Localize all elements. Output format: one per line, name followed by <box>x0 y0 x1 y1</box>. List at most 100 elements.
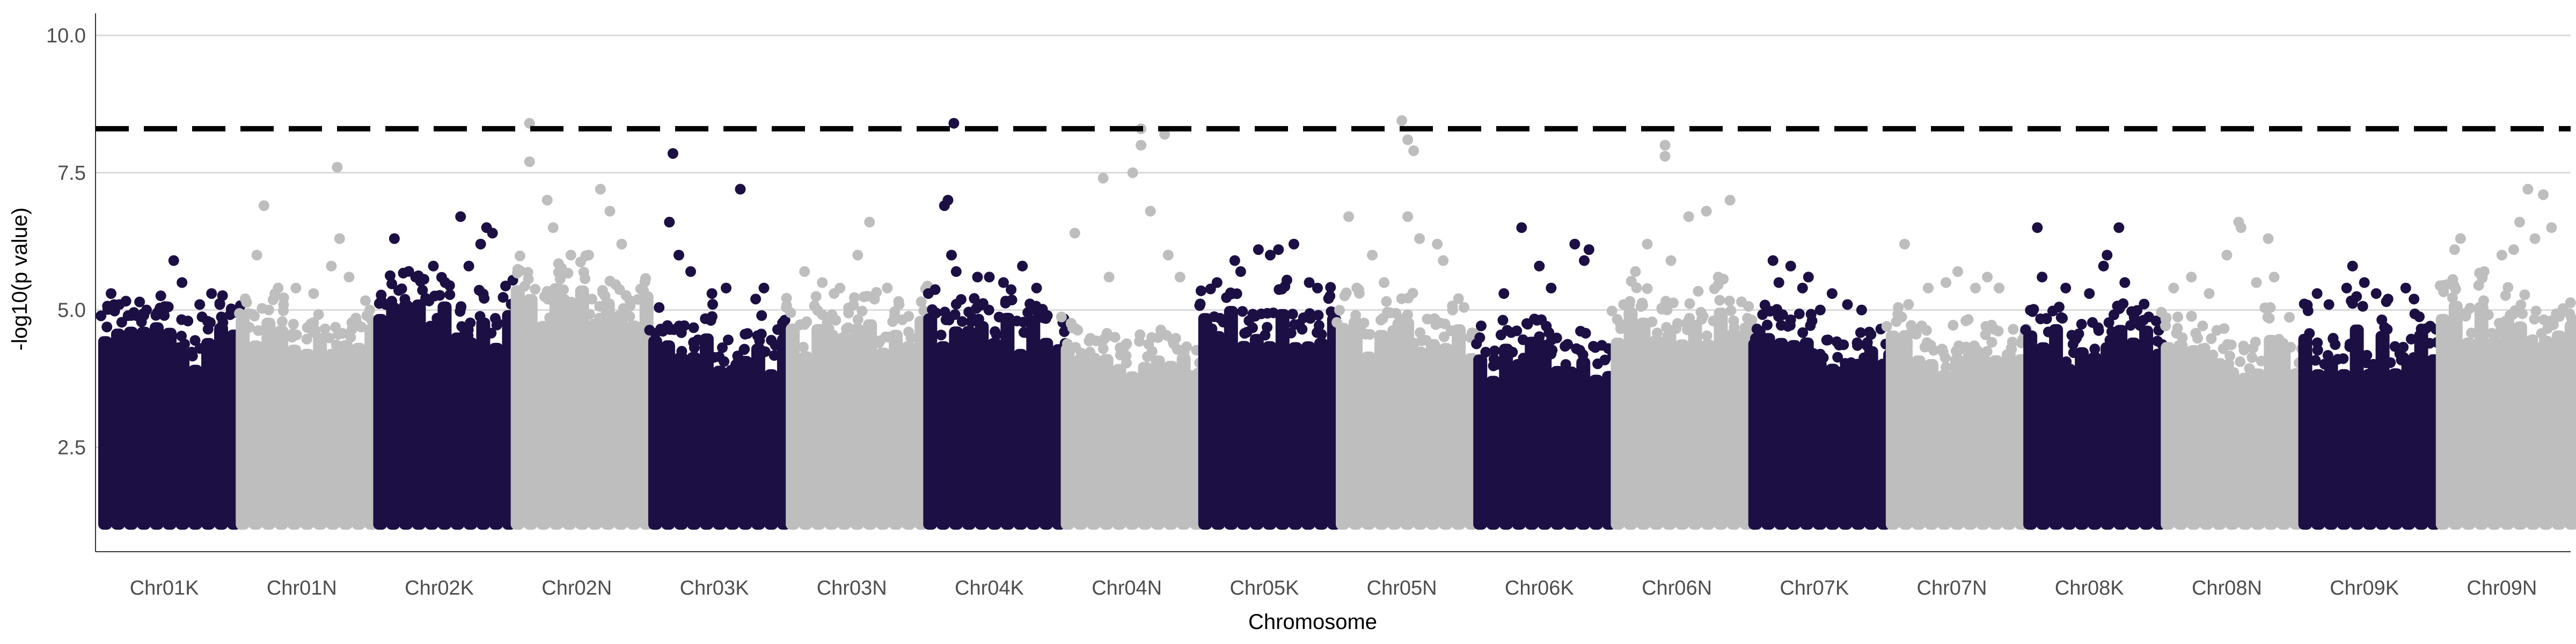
data-point-outlier <box>984 272 995 283</box>
data-point <box>1981 346 1993 357</box>
data-point <box>155 290 166 302</box>
data-point-outlier <box>1630 266 1641 277</box>
data-point-cluster <box>1675 339 1689 530</box>
data-point <box>1325 282 1336 293</box>
data-point <box>263 304 274 316</box>
data-point-outlier <box>685 266 696 277</box>
data-point-cluster <box>1589 375 1604 530</box>
data-point-outlier <box>1438 255 1449 266</box>
data-point-cluster <box>1039 338 1053 530</box>
data-point-outlier <box>114 299 125 310</box>
data-point <box>927 304 938 315</box>
data-point <box>1986 336 1997 348</box>
data-point <box>1334 304 1345 316</box>
x-tick-label: Chr05N <box>1367 577 1437 599</box>
data-point <box>2132 305 2143 316</box>
data-point-outlier <box>2529 233 2541 244</box>
data-point-cluster <box>2113 325 2128 530</box>
data-point <box>1651 327 1663 339</box>
data-point <box>386 278 398 289</box>
data-point-cluster <box>1249 334 1264 530</box>
x-tick-label: Chr03K <box>680 577 749 599</box>
data-point-cluster <box>412 299 426 530</box>
data-point <box>1313 320 1324 331</box>
data-point-outlier <box>1579 255 1590 266</box>
data-point-cluster <box>2324 358 2338 530</box>
data-point <box>752 330 763 341</box>
data-point <box>1838 339 1849 350</box>
data-point-cluster <box>2174 340 2188 530</box>
data-point <box>2053 302 2065 313</box>
data-point-outlier <box>1432 238 1443 250</box>
data-point <box>134 296 145 308</box>
data-point <box>1181 341 1192 353</box>
data-point <box>1006 294 1018 305</box>
data-point <box>897 314 908 325</box>
data-point <box>2425 320 2436 332</box>
data-point-outlier <box>455 211 466 222</box>
data-point-outlier <box>2204 288 2215 299</box>
data-point-cluster <box>1825 363 1840 530</box>
data-point <box>2273 334 2285 345</box>
data-point <box>2265 302 2276 313</box>
data-point-outlier <box>673 250 684 261</box>
data-point <box>2103 317 2114 328</box>
data-point-cluster <box>2298 334 2312 530</box>
data-point <box>738 344 750 355</box>
data-point <box>1865 329 1877 340</box>
data-point <box>474 311 486 322</box>
data-point-cluster <box>2551 330 2566 530</box>
data-point-outlier <box>1273 244 1284 255</box>
data-point-outlier <box>1785 260 1796 272</box>
data-point-cluster <box>1138 362 1152 530</box>
data-point <box>559 294 570 305</box>
data-point <box>1402 309 1413 320</box>
data-point <box>253 325 264 336</box>
data-point-outlier <box>2359 277 2370 288</box>
data-point <box>1121 357 1132 369</box>
data-point <box>991 329 1002 340</box>
data-point <box>983 304 994 316</box>
data-point <box>810 291 822 302</box>
data-point-outlier <box>1546 282 1557 294</box>
data-point <box>2206 333 2217 345</box>
data-point-outlier <box>1402 211 1414 222</box>
data-point <box>973 313 984 325</box>
data-point <box>662 320 673 331</box>
data-point-cluster <box>1026 315 1041 530</box>
data-point-cluster <box>326 348 340 530</box>
data-point <box>1507 347 1518 358</box>
data-point <box>2567 314 2576 326</box>
x-tick-label: Chr06N <box>1642 577 1712 599</box>
data-point <box>1960 341 1972 353</box>
data-point-cluster <box>613 310 628 530</box>
data-point <box>1693 286 1704 297</box>
data-point <box>1260 330 1271 341</box>
data-point-cluster <box>1151 355 1165 530</box>
data-point-cluster <box>1439 343 1453 530</box>
data-point <box>841 324 852 335</box>
data-point-cluster <box>1512 358 1526 530</box>
data-point-cluster <box>949 326 963 530</box>
data-point <box>874 335 885 346</box>
data-point <box>2385 357 2396 368</box>
data-point-cluster <box>1060 343 1075 530</box>
data-point-cluster <box>1499 343 1513 530</box>
data-point <box>1040 313 1051 324</box>
data-point <box>1480 347 1491 358</box>
data-point <box>360 295 371 306</box>
data-point-cluster <box>1898 330 1913 530</box>
data-point <box>1761 319 1773 331</box>
data-point <box>287 332 298 343</box>
data-point <box>871 287 882 298</box>
data-point <box>1671 323 1682 334</box>
data-point-cluster <box>1387 325 1401 530</box>
data-point <box>500 280 511 291</box>
data-point <box>1696 313 1707 325</box>
data-point-outlier <box>463 260 474 272</box>
data-point <box>862 290 873 302</box>
data-point-cluster <box>1262 341 1277 530</box>
data-point <box>1921 325 1932 336</box>
data-point-outlier <box>1103 272 1115 283</box>
